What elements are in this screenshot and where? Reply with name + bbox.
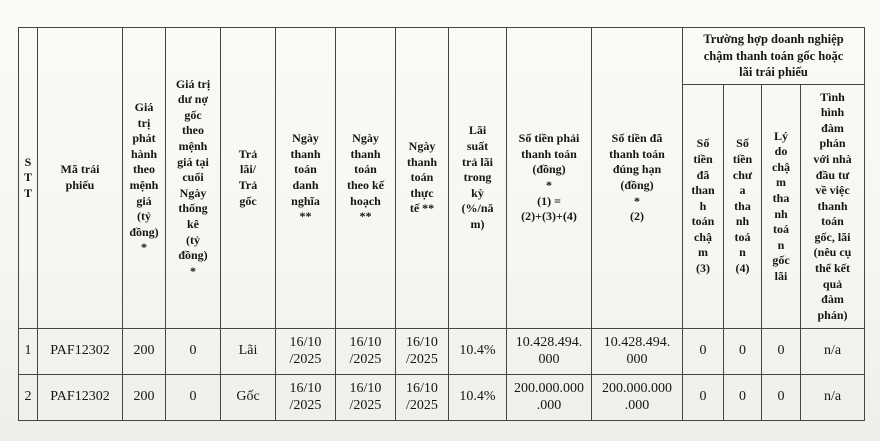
bond-payment-table: S T T Mã trái phiếu Giá trị phát hành th…	[18, 27, 866, 421]
cell-amount-paid-late: 0	[682, 328, 724, 375]
col-header-interest-rate: Lãi suất trả lãi trong kỳ (%/nă m)	[448, 27, 507, 329]
cell-bond-code: PAF12302	[37, 374, 123, 421]
col-header-negotiation-status: Tình hình đàm phán với nhà đầu tư về việ…	[799, 84, 866, 329]
col-header-amount-unpaid: Số tiền chư a tha nh toá n (4)	[723, 84, 762, 329]
cell-planned-date: 16/10 /2025	[335, 328, 396, 375]
header-row-top: S T T Mã trái phiếu Giá trị phát hành th…	[18, 27, 866, 329]
col-header-bond-code: Mã trái phiếu	[37, 27, 123, 329]
table-row: 2 PAF12302 200 0 Gốc 16/10 /2025 16/10 /…	[18, 374, 866, 421]
cell-outstanding-principal: 0	[165, 374, 221, 421]
cell-amount-payable: 200.000.000 .000	[506, 374, 592, 421]
cell-interest-rate: 10.4%	[448, 328, 507, 375]
col-header-stt: S T T	[18, 27, 38, 329]
cell-amount-paid-late: 0	[682, 374, 724, 421]
cell-amount-unpaid: 0	[723, 328, 762, 375]
col-header-issue-value: Giá trị phát hành theo mệnh giá (tỷ đồng…	[122, 27, 166, 329]
cell-amount-paid-on-time: 10.428.494. 000	[591, 328, 683, 375]
cell-issue-value: 200	[122, 328, 166, 375]
col-header-outstanding-principal: Giá trị dư nợ gốc theo mệnh giá tại cuối…	[165, 27, 221, 329]
cell-negotiation: n/a	[799, 328, 866, 375]
cell-outstanding-principal: 0	[165, 328, 221, 375]
col-header-nominal-payment-date: Ngày thanh toán danh nghĩa **	[275, 27, 336, 329]
header-row-sub: Số tiền đã than h toán chậ m (3) Số tiền…	[19, 84, 866, 329]
cell-nominal-date: 16/10 /2025	[275, 328, 336, 375]
cell-amount-unpaid: 0	[723, 374, 762, 421]
group-header-late-payment: Trường hợp doanh nghiệp chậm thanh toán …	[681, 27, 866, 85]
cell-pay-type: Lãi	[220, 328, 276, 375]
cell-stt: 2	[18, 374, 38, 421]
cell-issue-value: 200	[122, 374, 166, 421]
col-header-amount-paid-late: Số tiền đã than h toán chậ m (3)	[682, 84, 724, 329]
table-row: 1 PAF12302 200 0 Lãi 16/10 /2025 16/10 /…	[18, 328, 866, 375]
cell-nominal-date: 16/10 /2025	[275, 374, 336, 421]
cell-late-reason: 0	[761, 328, 801, 375]
cell-planned-date: 16/10 /2025	[335, 374, 396, 421]
col-header-planned-payment-date: Ngày thanh toán theo kế hoạch **	[335, 27, 396, 329]
cell-bond-code: PAF12302	[37, 328, 123, 375]
cell-late-reason: 0	[761, 374, 801, 421]
col-header-amount-payable: Số tiền phải thanh toán (đồng) * (1) = (…	[506, 27, 592, 329]
cell-amount-payable: 10.428.494. 000	[506, 328, 592, 375]
col-header-actual-payment-date: Ngày thanh toán thực tế **	[395, 27, 449, 329]
cell-interest-rate: 10.4%	[448, 374, 507, 421]
cell-stt: 1	[18, 328, 38, 375]
cell-negotiation: n/a	[799, 374, 866, 421]
cell-pay-type: Gốc	[220, 374, 276, 421]
col-header-amount-paid-on-time: Số tiền đã thanh toán đúng hạn (đồng) * …	[591, 27, 683, 329]
cell-actual-date: 16/10 /2025	[395, 328, 449, 375]
cell-amount-paid-on-time: 200.000.000 .000	[591, 374, 683, 421]
col-header-pay-type: Trả lãi/ Trả gốc	[220, 27, 276, 329]
cell-actual-date: 16/10 /2025	[395, 374, 449, 421]
col-header-late-reason: Lý do chậ m tha nh toá n gốc lãi	[761, 84, 801, 329]
